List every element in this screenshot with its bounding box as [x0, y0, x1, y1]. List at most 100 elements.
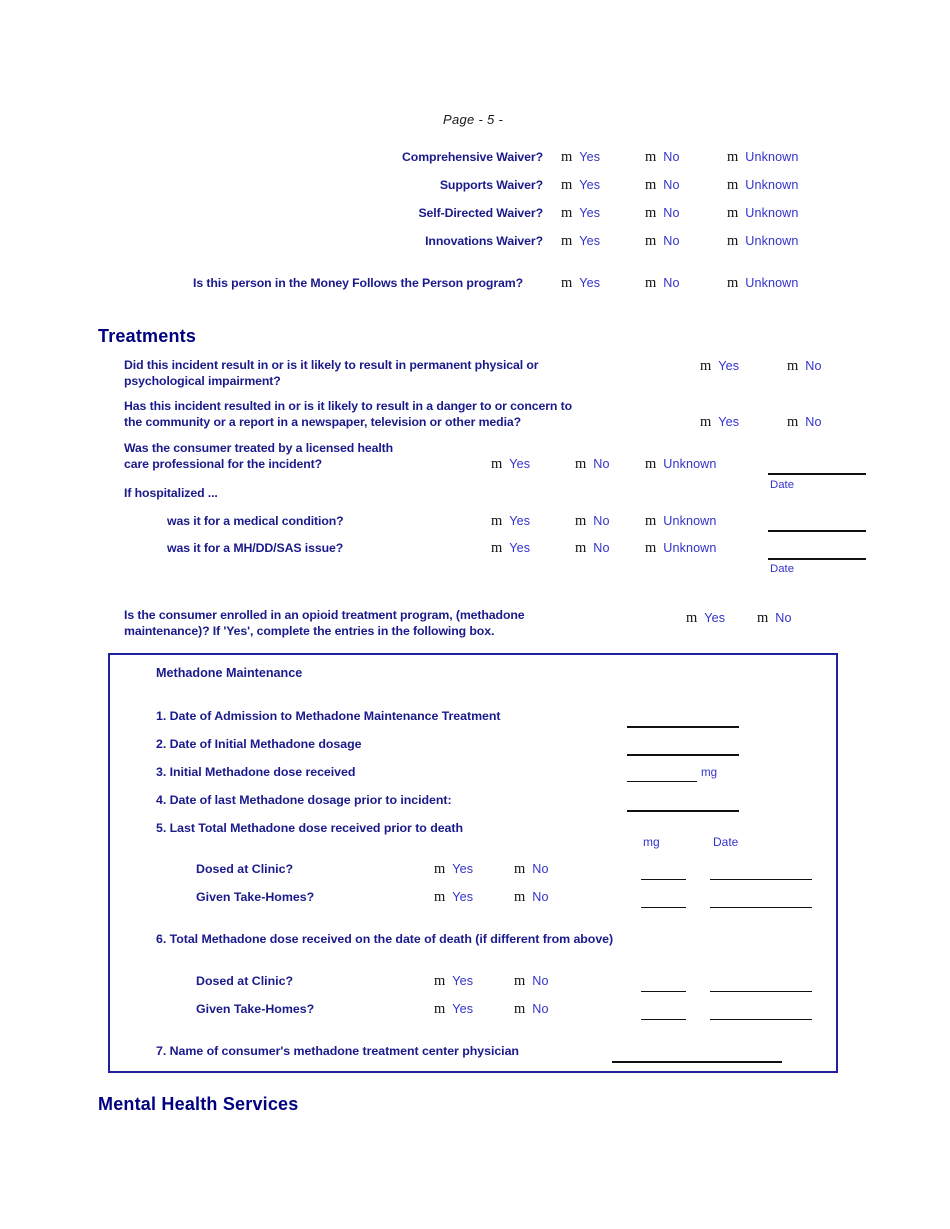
checkbox-icon[interactable]: m: [645, 177, 657, 193]
methadone-5-dosed-at-clinic-no[interactable]: m No: [514, 861, 549, 877]
checkbox-icon[interactable]: m: [561, 233, 573, 249]
checkbox-icon[interactable]: m: [561, 149, 573, 165]
checkbox-icon[interactable]: m: [727, 149, 739, 165]
permanent-impairment-no[interactable]: m No: [787, 358, 822, 374]
waiver-supports-unknown[interactable]: m Unknown: [727, 177, 798, 193]
treated-by-professional-no[interactable]: m No: [575, 456, 610, 472]
waiver-innovations-no[interactable]: m No: [645, 233, 680, 249]
checkbox-icon[interactable]: m: [514, 1001, 526, 1017]
option-label: Yes: [509, 541, 531, 555]
mhddsas-issue-no[interactable]: m No: [575, 540, 610, 556]
methadone-item-7-rule[interactable]: [612, 1061, 782, 1063]
opioid-program-yes[interactable]: m Yes: [686, 610, 725, 626]
question-line-2: maintenance)? If 'Yes', complete the ent…: [124, 623, 495, 638]
checkbox-icon[interactable]: m: [645, 205, 657, 221]
checkbox-icon[interactable]: m: [700, 358, 712, 374]
methadone-5-take-homes-mg-rule[interactable]: [641, 907, 686, 908]
checkbox-icon[interactable]: m: [434, 1001, 446, 1017]
mfp-unknown[interactable]: m Unknown: [727, 275, 798, 291]
date-rule-medical-condition[interactable]: [768, 530, 866, 532]
waiver-innovations-unknown[interactable]: m Unknown: [727, 233, 798, 249]
checkbox-icon[interactable]: m: [434, 861, 446, 877]
checkbox-icon[interactable]: m: [645, 233, 657, 249]
methadone-item-4-rule[interactable]: [627, 810, 739, 812]
waiver-comprehensive-unknown[interactable]: m Unknown: [727, 149, 798, 165]
checkbox-icon[interactable]: m: [434, 889, 446, 905]
media-concern-no[interactable]: m No: [787, 414, 822, 430]
checkbox-icon[interactable]: m: [727, 177, 739, 193]
date-rule-treated[interactable]: [768, 473, 866, 475]
methadone-5-dosed-date-rule[interactable]: [710, 879, 812, 880]
mfp-no[interactable]: m No: [645, 275, 680, 291]
methadone-6-take-homes-yes[interactable]: m Yes: [434, 1001, 473, 1017]
checkbox-icon[interactable]: m: [645, 540, 657, 556]
medical-condition-yes[interactable]: m Yes: [491, 513, 530, 529]
waiver-comprehensive-no[interactable]: m No: [645, 149, 680, 165]
methadone-6-take-homes-mg-rule[interactable]: [641, 1019, 686, 1020]
checkbox-icon[interactable]: m: [514, 973, 526, 989]
option-label: Unknown: [663, 457, 717, 471]
checkbox-icon[interactable]: m: [757, 610, 769, 626]
checkbox-icon[interactable]: m: [686, 610, 698, 626]
checkbox-icon[interactable]: m: [645, 149, 657, 165]
checkbox-icon[interactable]: m: [575, 513, 587, 529]
treated-by-professional-unknown[interactable]: m Unknown: [645, 456, 716, 472]
medical-condition-unknown[interactable]: m Unknown: [645, 513, 716, 529]
checkbox-icon[interactable]: m: [575, 540, 587, 556]
methadone-5-take-homes-date-rule[interactable]: [710, 907, 812, 908]
checkbox-icon[interactable]: m: [491, 456, 503, 472]
checkbox-icon[interactable]: m: [561, 275, 573, 291]
methadone-6-dosed-at-clinic-yes[interactable]: m Yes: [434, 973, 473, 989]
methadone-6-dosed-mg-rule[interactable]: [641, 991, 686, 992]
methadone-6-take-homes-no[interactable]: m No: [514, 1001, 549, 1017]
checkbox-icon[interactable]: m: [514, 889, 526, 905]
waiver-comprehensive-yes[interactable]: m Yes: [561, 149, 600, 165]
methadone-item-3: 3. Initial Methadone dose received: [156, 765, 356, 779]
option-label: Yes: [579, 276, 601, 290]
methadone-maintenance-box: [108, 653, 838, 1073]
waiver-self-directed-yes[interactable]: m Yes: [561, 205, 600, 221]
checkbox-icon[interactable]: m: [491, 540, 503, 556]
waiver-self-directed-no[interactable]: m No: [645, 205, 680, 221]
permanent-impairment-yes[interactable]: m Yes: [700, 358, 739, 374]
treated-by-professional-yes[interactable]: m Yes: [491, 456, 530, 472]
waiver-supports-yes[interactable]: m Yes: [561, 177, 600, 193]
mhddsas-issue-yes[interactable]: m Yes: [491, 540, 530, 556]
methadone-item-1: 1. Date of Admission to Methadone Mainte…: [156, 709, 501, 723]
waiver-self-directed-unknown[interactable]: m Unknown: [727, 205, 798, 221]
methadone-6-dosed-at-clinic-no[interactable]: m No: [514, 973, 549, 989]
checkbox-icon[interactable]: m: [561, 177, 573, 193]
waiver-supports-no[interactable]: m No: [645, 177, 680, 193]
media-concern-yes[interactable]: m Yes: [700, 414, 739, 430]
methadone-5-take-homes-yes[interactable]: m Yes: [434, 889, 473, 905]
checkbox-icon[interactable]: m: [727, 205, 739, 221]
methadone-6-take-homes-date-rule[interactable]: [710, 1019, 812, 1020]
methadone-6-dosed-date-rule[interactable]: [710, 991, 812, 992]
methadone-item-3-rule[interactable]: [627, 781, 697, 782]
checkbox-icon[interactable]: m: [491, 513, 503, 529]
medical-condition-no[interactable]: m No: [575, 513, 610, 529]
waiver-innovations-yes[interactable]: m Yes: [561, 233, 600, 249]
methadone-item-2-rule[interactable]: [627, 754, 739, 756]
checkbox-icon[interactable]: m: [727, 275, 739, 291]
checkbox-icon[interactable]: m: [514, 861, 526, 877]
checkbox-icon[interactable]: m: [787, 358, 799, 374]
methadone-item-1-rule[interactable]: [627, 726, 739, 728]
checkbox-icon[interactable]: m: [645, 513, 657, 529]
methadone-5-dosed-mg-rule[interactable]: [641, 879, 686, 880]
date-rule-mhddsas[interactable]: [768, 558, 866, 560]
methadone-5-take-homes-no[interactable]: m No: [514, 889, 549, 905]
checkbox-icon[interactable]: m: [700, 414, 712, 430]
checkbox-icon[interactable]: m: [727, 233, 739, 249]
checkbox-icon[interactable]: m: [575, 456, 587, 472]
checkbox-icon[interactable]: m: [645, 456, 657, 472]
checkbox-icon[interactable]: m: [434, 973, 446, 989]
mfp-yes[interactable]: m Yes: [561, 275, 600, 291]
opioid-program-no[interactable]: m No: [757, 610, 792, 626]
methadone-5-dosed-at-clinic-yes[interactable]: m Yes: [434, 861, 473, 877]
checkbox-icon[interactable]: m: [787, 414, 799, 430]
checkbox-icon[interactable]: m: [561, 205, 573, 221]
checkbox-icon[interactable]: m: [645, 275, 657, 291]
option-label: No: [663, 276, 680, 290]
mhddsas-issue-unknown[interactable]: m Unknown: [645, 540, 716, 556]
